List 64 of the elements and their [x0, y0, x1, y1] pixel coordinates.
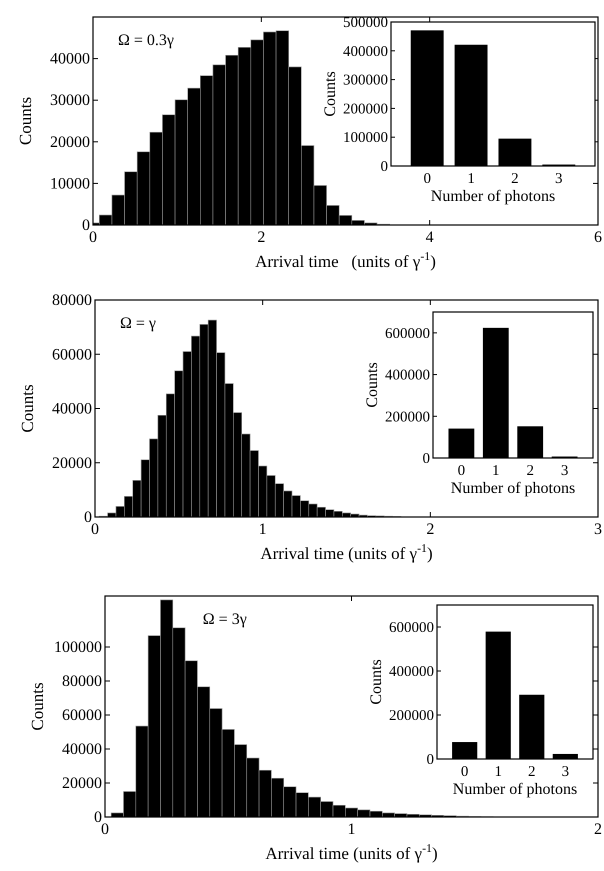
y-tick-label: 0 — [94, 809, 102, 826]
x-tick-label: 1 — [467, 171, 475, 187]
y-tick-label: 20000 — [50, 134, 90, 151]
y-tick-label: 30000 — [50, 92, 90, 110]
y-tick-label: 10000 — [50, 175, 90, 192]
y-axis-title: Counts — [368, 659, 385, 705]
x-axis-title: Arrival time (units of γ$^{-1}$) — [260, 541, 433, 563]
y-tick-label: 600000 — [389, 620, 434, 636]
y-tick-label: 40000 — [50, 50, 90, 68]
x-tick-label: 6 — [594, 229, 602, 246]
x-tick-label: 2 — [526, 463, 534, 479]
x-axis-title: Arrival time (units of γ$^{-1}$) — [265, 841, 438, 863]
y-tick-label: 0 — [380, 159, 388, 175]
x-axis-title: Number of photons — [430, 188, 556, 205]
x-tick-label: 2 — [426, 521, 434, 538]
x-tick-label: 2 — [594, 821, 602, 838]
x-tick-label: 1 — [492, 463, 500, 479]
y-tick-label: 0 — [84, 509, 92, 526]
y-tick-label: 0 — [426, 752, 434, 768]
y-tick-label: 100000 — [54, 639, 102, 656]
x-tick-label: 2 — [528, 764, 536, 780]
x-tick-label: 0 — [460, 764, 468, 780]
y-tick-label: 0 — [422, 451, 430, 467]
annotation: Ω = 0.3γ — [118, 32, 174, 49]
x-tick-label: 2 — [511, 171, 519, 187]
y-tick-label: 20000 — [62, 775, 102, 792]
y-tick-label: 40000 — [52, 400, 92, 418]
y-tick-label: 300000 — [343, 72, 388, 89]
y-tick-label: 0 — [82, 217, 90, 234]
x-tick-label: 3 — [560, 463, 568, 479]
y-axis-title: Counts — [28, 682, 47, 731]
y-axis-title: Counts — [16, 96, 35, 146]
y-tick-label: 400000 — [389, 664, 434, 680]
x-tick-label: 3 — [555, 171, 563, 187]
y-tick-label: 100000 — [343, 130, 388, 146]
y-tick-label: 40000 — [62, 741, 102, 758]
annotation: Ω = 3γ — [202, 611, 247, 628]
y-axis-title: Counts — [18, 384, 37, 433]
x-tick-label: 3 — [594, 521, 602, 538]
y-tick-label: 60000 — [62, 707, 102, 724]
y-tick-label: 80000 — [62, 673, 102, 690]
y-tick-label: 500000 — [343, 15, 388, 31]
x-axis-title: Number of photons — [452, 781, 578, 798]
y-tick-label: 20000 — [52, 454, 92, 472]
y-tick-label: 400000 — [385, 368, 430, 384]
x-tick-label: 0 — [458, 463, 466, 479]
y-tick-label: 200000 — [389, 708, 434, 724]
y-axis-title: Counts — [322, 71, 339, 117]
x-tick-label: 1 — [494, 764, 502, 780]
x-tick-label: 4 — [426, 229, 434, 246]
annotation: Ω = γ — [120, 315, 156, 332]
y-tick-label: 200000 — [343, 101, 388, 118]
x-axis-title: Number of photons — [450, 480, 576, 497]
y-axis-title: Counts — [364, 362, 381, 408]
y-tick-label: 600000 — [385, 326, 430, 342]
x-tick-label: 3 — [562, 764, 570, 780]
y-tick-label: 60000 — [52, 346, 92, 364]
y-tick-label: 200000 — [385, 409, 430, 426]
x-tick-label: 1 — [258, 521, 267, 538]
x-tick-label: 2 — [257, 229, 266, 246]
x-tick-label: 1 — [348, 821, 356, 838]
y-tick-label: 400000 — [343, 44, 388, 60]
x-axis-title: Arrival time (units of γ$^{-1}$) — [255, 249, 436, 271]
y-tick-label: 80000 — [52, 292, 92, 309]
